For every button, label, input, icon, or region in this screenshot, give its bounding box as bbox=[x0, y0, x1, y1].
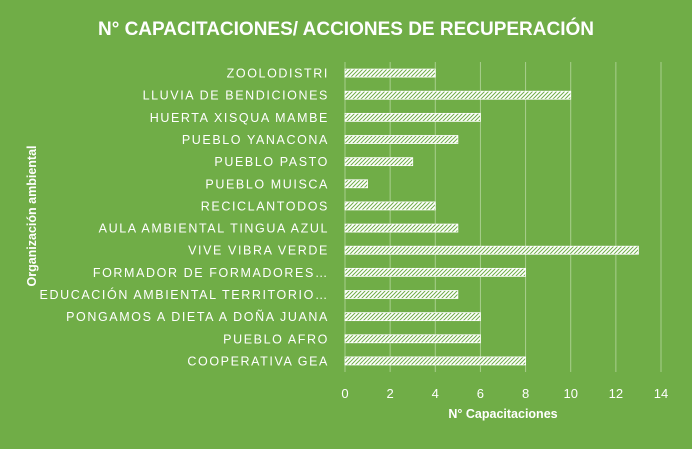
bar bbox=[344, 68, 436, 78]
x-tick-label: 0 bbox=[341, 386, 348, 401]
bar bbox=[344, 157, 414, 167]
x-tick-label: 10 bbox=[563, 386, 577, 401]
bar bbox=[344, 90, 572, 100]
category-label: EDUCACIÓN AMBIENTAL TERRITORIO… bbox=[40, 287, 329, 302]
category-label: ZOOLODISTRI bbox=[227, 67, 329, 81]
bar bbox=[344, 245, 639, 255]
bar bbox=[344, 334, 481, 344]
bar bbox=[344, 112, 481, 122]
bar bbox=[344, 312, 481, 322]
bar bbox=[344, 223, 459, 233]
category-labels: COOPERATIVA GEA PUEBLO AFRO PONGAMOS A DIE… bbox=[40, 67, 329, 369]
bar bbox=[344, 267, 526, 277]
x-tick-label: 6 bbox=[477, 386, 484, 401]
category-label: PUEBLO AFRO bbox=[223, 332, 329, 346]
chart-title: N° CAPACITACIONES/ ACCIONES DE RECUPERAC… bbox=[98, 18, 594, 40]
x-axis-title: N° Capacitaciones bbox=[448, 407, 557, 421]
bar bbox=[344, 201, 436, 211]
bar bbox=[344, 356, 526, 366]
category-label: HUERTA XISQUA MAMBE bbox=[150, 111, 329, 125]
x-tick-label: 8 bbox=[522, 386, 529, 401]
x-tick-label: 12 bbox=[609, 386, 623, 401]
category-label: RECICLANTODOS bbox=[201, 199, 329, 213]
bars bbox=[344, 68, 639, 366]
category-label: LLUVIA DE BENDICIONES bbox=[143, 89, 329, 103]
category-label: AULA AMBIENTAL TINGUA AZUL bbox=[99, 222, 329, 236]
category-label: PUEBLO PASTO bbox=[214, 155, 329, 169]
x-tick-labels: 0 2 4 6 8 10 12 14 bbox=[341, 386, 668, 401]
x-tick-label: 4 bbox=[432, 386, 439, 401]
x-tick-label: 2 bbox=[387, 386, 394, 401]
category-label: PONGAMOS A DIETA A DOÑA JUANA bbox=[66, 310, 329, 324]
bar bbox=[344, 135, 459, 144]
category-label: PUEBLO MUISCA bbox=[205, 177, 329, 191]
bar bbox=[344, 290, 459, 299]
x-tick-label: 14 bbox=[654, 386, 668, 401]
category-label: COOPERATIVA GEA bbox=[187, 354, 329, 368]
category-label: PUEBLO YANACONA bbox=[182, 133, 329, 147]
category-label: VIVE VIBRA VERDE bbox=[188, 244, 329, 258]
bar bbox=[344, 179, 368, 189]
category-label: FORMADOR DE FORMADORES… bbox=[93, 266, 329, 280]
y-axis-title: Organización ambiental bbox=[25, 145, 39, 286]
